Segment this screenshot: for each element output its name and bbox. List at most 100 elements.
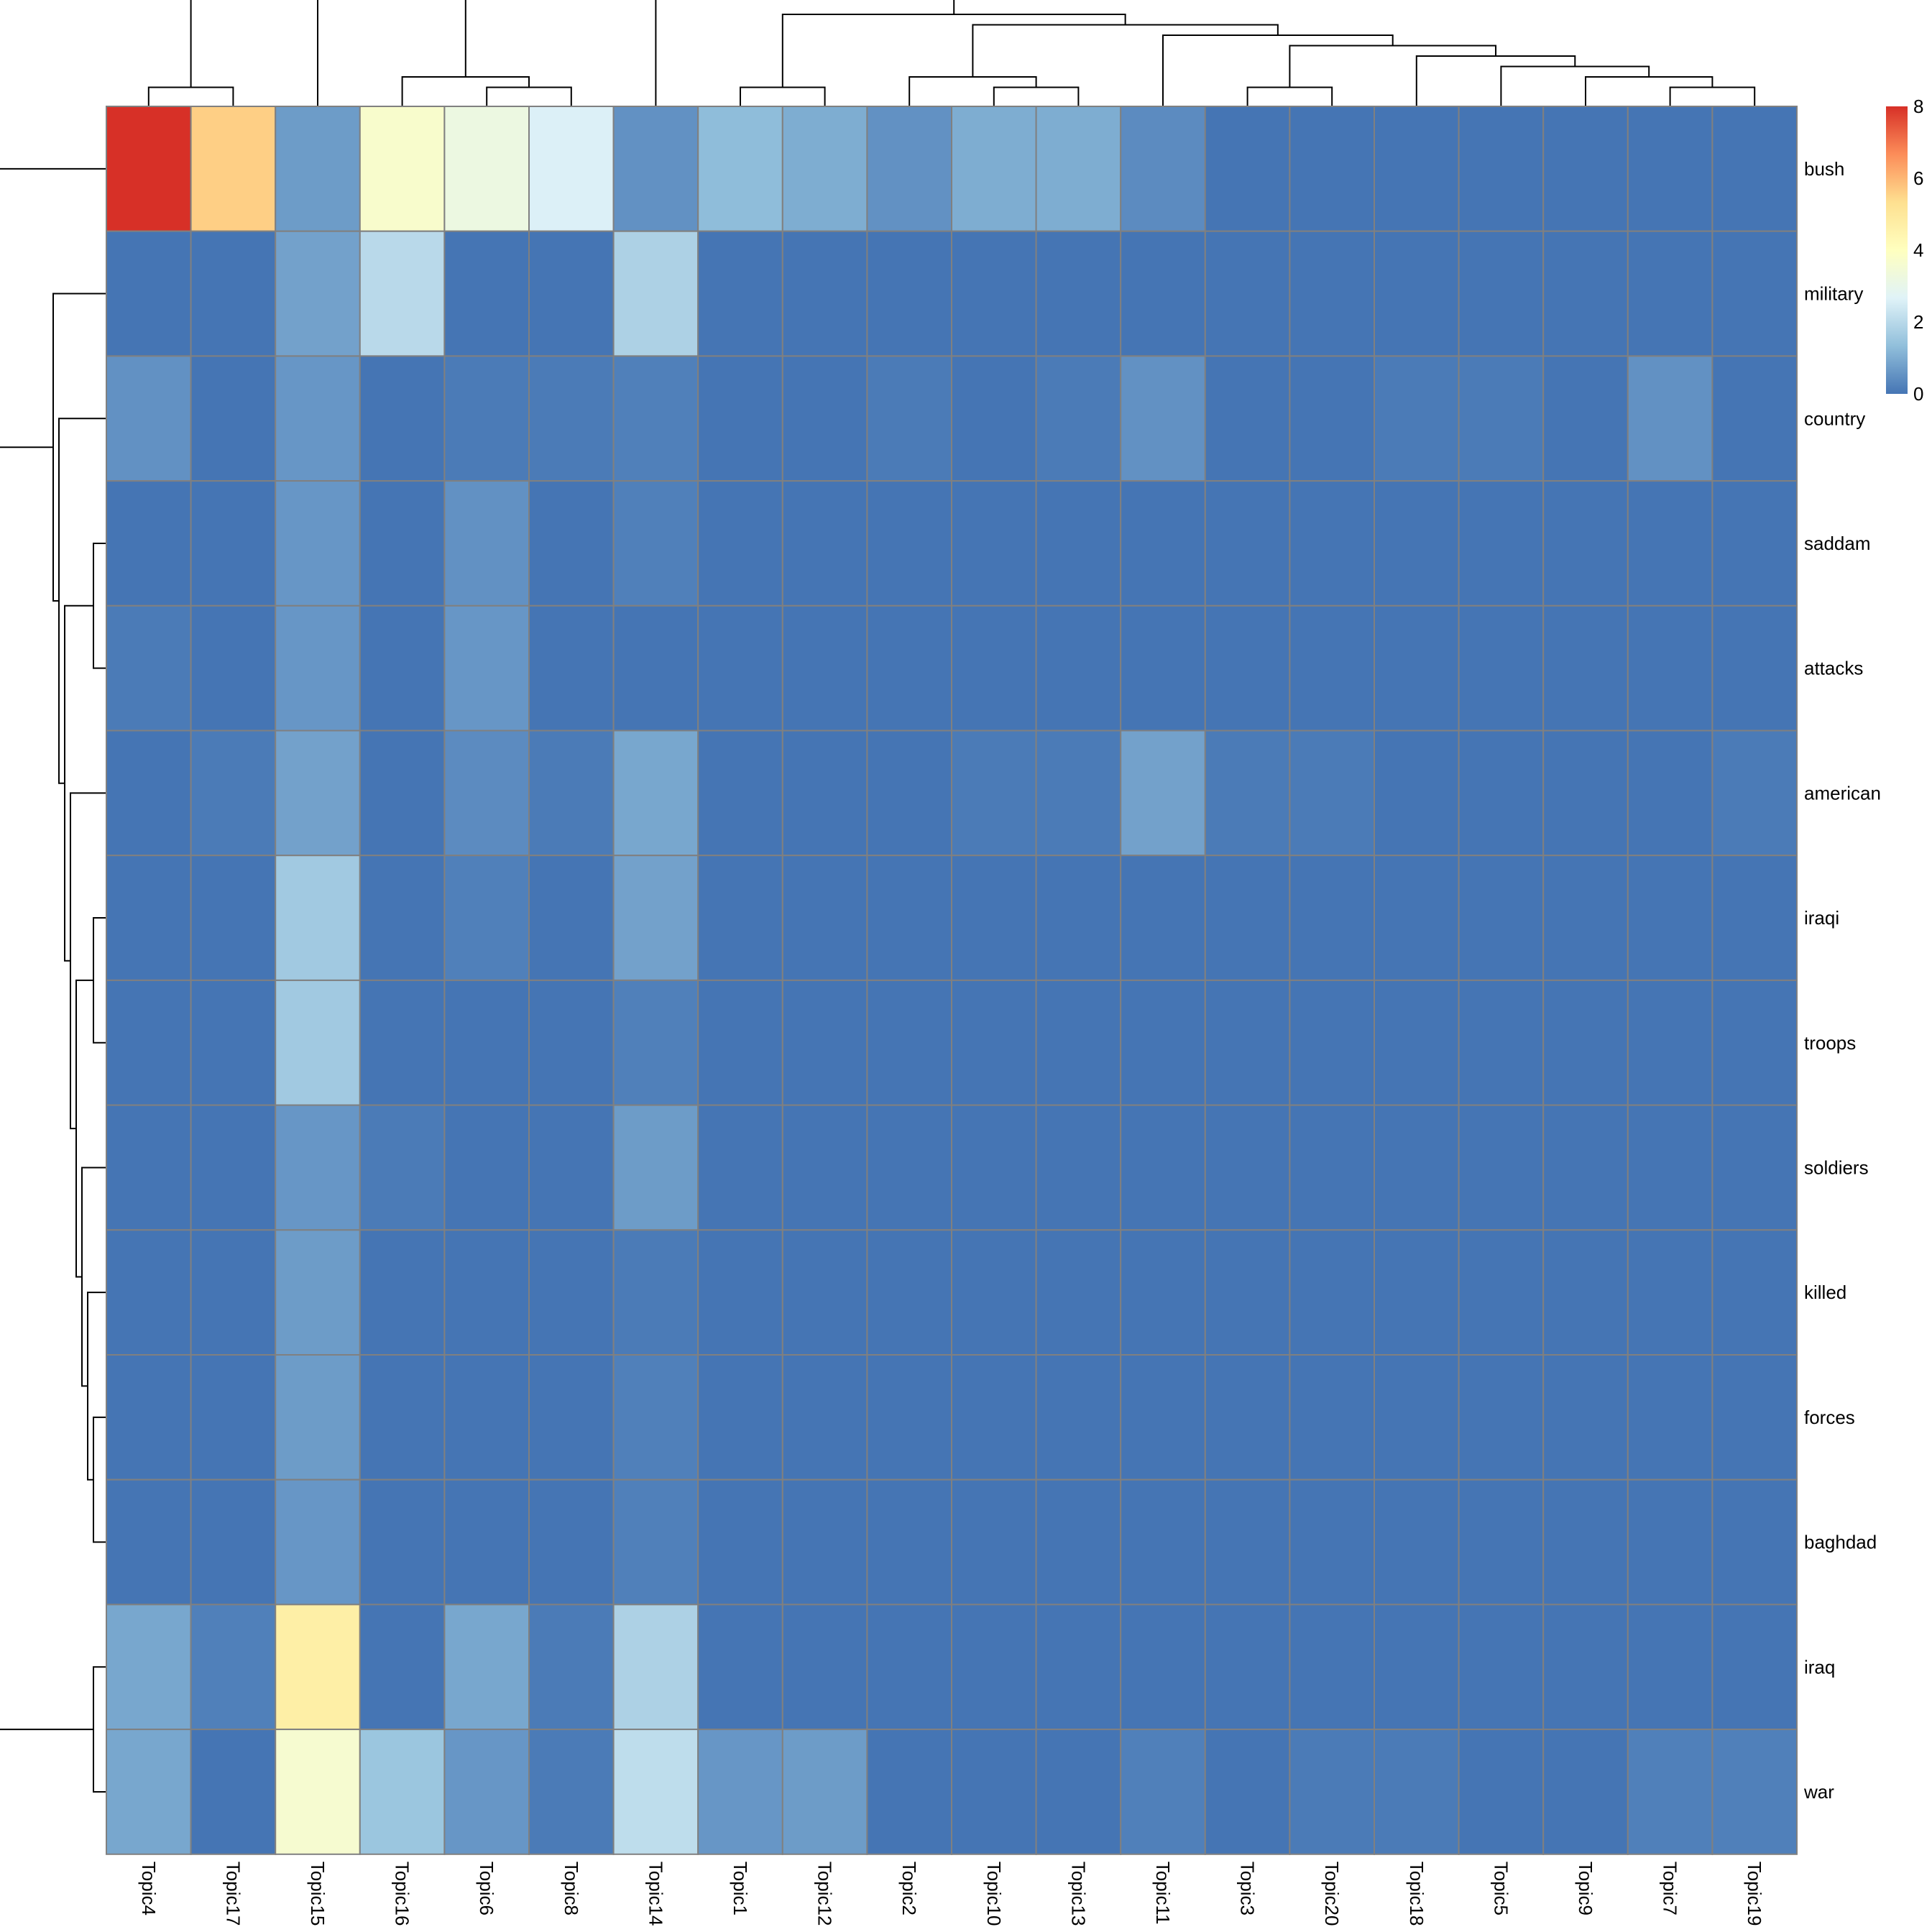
heatmap-cell-bush-Topic1 bbox=[697, 106, 783, 232]
dendrogram-branch bbox=[740, 86, 826, 106]
heatmap-cell-bush-Topic19 bbox=[1711, 106, 1798, 232]
heatmap-cell-soldiers-Topic15 bbox=[275, 1104, 361, 1231]
heatmap-cell-attacks-Topic19 bbox=[1711, 604, 1798, 732]
heatmap-cell-war-Topic6 bbox=[443, 1729, 530, 1855]
column-labels: Topic4 Topic17 Topic15 Topic16 Topic6 Topic8 T… bbox=[138, 1862, 1765, 1926]
dendrogram-branch bbox=[486, 86, 572, 106]
heatmap-cell-military-Topic10 bbox=[951, 230, 1037, 357]
column-dendrogram bbox=[147, 0, 1756, 106]
heatmap-cell-iraqi-Topic5 bbox=[1458, 855, 1545, 981]
heatmap-cell-iraqi-Topic19 bbox=[1711, 855, 1798, 981]
heatmap-cell-iraqi-Topic17 bbox=[190, 855, 277, 981]
heatmap-cell-military-Topic8 bbox=[528, 230, 615, 357]
heatmap-cell-bush-Topic7 bbox=[1627, 106, 1714, 232]
heatmap-cell-soldiers-Topic8 bbox=[528, 1104, 615, 1231]
dendrogram-branch bbox=[147, 86, 234, 106]
heatmap-cell-baghdad-Topic6 bbox=[443, 1478, 530, 1606]
heatmap-cell-american-Topic20 bbox=[1289, 730, 1376, 857]
heatmap-cell-forces-Topic6 bbox=[443, 1354, 530, 1481]
heatmap-cell-saddam-Topic14 bbox=[612, 480, 699, 607]
column-label: Topic10 bbox=[983, 1862, 1005, 1926]
heatmap-cell-baghdad-Topic14 bbox=[612, 1478, 699, 1606]
heatmap-cell-american-Topic13 bbox=[1035, 730, 1122, 857]
row-label: forces bbox=[1804, 1407, 1855, 1428]
dendrogram-branch bbox=[75, 979, 93, 1278]
dendrogram-branch bbox=[87, 1292, 106, 1481]
heatmap-cell-iraqi-Topic4 bbox=[106, 855, 192, 981]
heatmap-cell-baghdad-Topic13 bbox=[1035, 1478, 1122, 1606]
heatmap-cell-troops-Topic17 bbox=[190, 979, 277, 1106]
heatmap-cell-bush-Topic3 bbox=[1204, 106, 1291, 232]
legend-tick-label: 2 bbox=[1913, 311, 1923, 333]
heatmap-cell-saddam-Topic18 bbox=[1374, 480, 1460, 607]
heatmap-cell-iraqi-Topic16 bbox=[359, 855, 446, 981]
heatmap-cell-attacks-Topic16 bbox=[359, 604, 446, 732]
dendrogram-branch bbox=[93, 1666, 106, 1793]
heatmap-cell-american-Topic9 bbox=[1542, 730, 1629, 857]
heatmap-cell-killed-Topic5 bbox=[1458, 1229, 1545, 1356]
row-dendrogram bbox=[0, 167, 106, 1793]
heatmap-cell-forces-Topic12 bbox=[781, 1354, 868, 1481]
heatmap-cell-military-Topic3 bbox=[1204, 230, 1291, 357]
heatmap-cell-killed-Topic6 bbox=[443, 1229, 530, 1356]
heatmap-cell-forces-Topic16 bbox=[359, 1354, 446, 1481]
heatmap-cell-bush-Topic14 bbox=[612, 106, 699, 232]
heatmap-cell-saddam-Topic20 bbox=[1289, 480, 1376, 607]
heatmap-cell-baghdad-Topic2 bbox=[866, 1478, 953, 1606]
row-label: iraq bbox=[1804, 1656, 1835, 1678]
dendrogram-branch bbox=[0, 167, 106, 170]
heatmap-cell-iraqi-Topic13 bbox=[1035, 855, 1122, 981]
heatmap-cell-war-Topic13 bbox=[1035, 1729, 1122, 1855]
row-label: american bbox=[1804, 782, 1881, 804]
column-label: Topic12 bbox=[814, 1862, 836, 1926]
dendrogram-branch bbox=[1500, 65, 1650, 106]
heatmap-cell-country-Topic16 bbox=[359, 355, 446, 482]
dendrogram-branch bbox=[1289, 45, 1497, 88]
heatmap-cell-country-Topic6 bbox=[443, 355, 530, 482]
heatmap-cell-forces-Topic2 bbox=[866, 1354, 953, 1481]
heatmap-cell-attacks-Topic11 bbox=[1120, 604, 1206, 732]
heatmap-cell-troops-Topic19 bbox=[1711, 979, 1798, 1106]
dendrogram-branch bbox=[1246, 86, 1333, 106]
heatmap-cell-soldiers-Topic2 bbox=[866, 1104, 953, 1231]
heatmap-cell-iraqi-Topic9 bbox=[1542, 855, 1629, 981]
heatmap-cell-troops-Topic4 bbox=[106, 979, 192, 1106]
heatmap-cell-country-Topic8 bbox=[528, 355, 615, 482]
heatmap-cell-troops-Topic18 bbox=[1374, 979, 1460, 1106]
heatmap-cell-baghdad-Topic5 bbox=[1458, 1478, 1545, 1606]
heatmap-cell-iraq-Topic10 bbox=[951, 1604, 1037, 1731]
dendrogram-branch bbox=[317, 0, 318, 106]
heatmap-cell-country-Topic2 bbox=[866, 355, 953, 482]
row-label: war bbox=[1803, 1781, 1834, 1803]
heatmap-cell-war-Topic17 bbox=[190, 1729, 277, 1855]
heatmap-cell-attacks-Topic15 bbox=[275, 604, 361, 732]
heatmap-cell-troops-Topic13 bbox=[1035, 979, 1122, 1106]
heatmap-cell-forces-Topic10 bbox=[951, 1354, 1037, 1481]
heatmap-cell-killed-Topic11 bbox=[1120, 1229, 1206, 1356]
heatmap-cell-iraq-Topic3 bbox=[1204, 1604, 1291, 1731]
heatmap-cell-country-Topic11 bbox=[1120, 355, 1206, 482]
heatmap-cell-saddam-Topic16 bbox=[359, 480, 446, 607]
dendrogram-branch bbox=[52, 293, 106, 602]
column-label: Topic6 bbox=[476, 1862, 497, 1915]
row-label: saddam bbox=[1804, 533, 1871, 554]
heatmap-cell-military-Topic2 bbox=[866, 230, 953, 357]
heatmap-cell-war-Topic1 bbox=[697, 1729, 783, 1855]
heatmap-cell-killed-Topic20 bbox=[1289, 1229, 1376, 1356]
heatmap-cell-military-Topic6 bbox=[443, 230, 530, 357]
heatmap-cell-country-Topic20 bbox=[1289, 355, 1376, 482]
heatmap-cell-troops-Topic5 bbox=[1458, 979, 1545, 1106]
heatmap-cell-troops-Topic1 bbox=[697, 979, 783, 1106]
heatmap-cell-war-Topic16 bbox=[359, 1729, 446, 1855]
heatmap-cell-forces-Topic19 bbox=[1711, 1354, 1798, 1481]
heatmap-cell-war-Topic11 bbox=[1120, 1729, 1206, 1855]
heatmap-cell-forces-Topic7 bbox=[1627, 1354, 1714, 1481]
heatmap-cell-bush-Topic12 bbox=[781, 106, 868, 232]
heatmap-cell-forces-Topic13 bbox=[1035, 1354, 1122, 1481]
heatmap-cell-military-Topic1 bbox=[697, 230, 783, 357]
heatmap-cell-military-Topic12 bbox=[781, 230, 868, 357]
heatmap-cell-bush-Topic9 bbox=[1542, 106, 1629, 232]
heatmap-cell-iraqi-Topic7 bbox=[1627, 855, 1714, 981]
heatmap-cell-attacks-Topic7 bbox=[1627, 604, 1714, 732]
heatmap-cell-country-Topic17 bbox=[190, 355, 277, 482]
